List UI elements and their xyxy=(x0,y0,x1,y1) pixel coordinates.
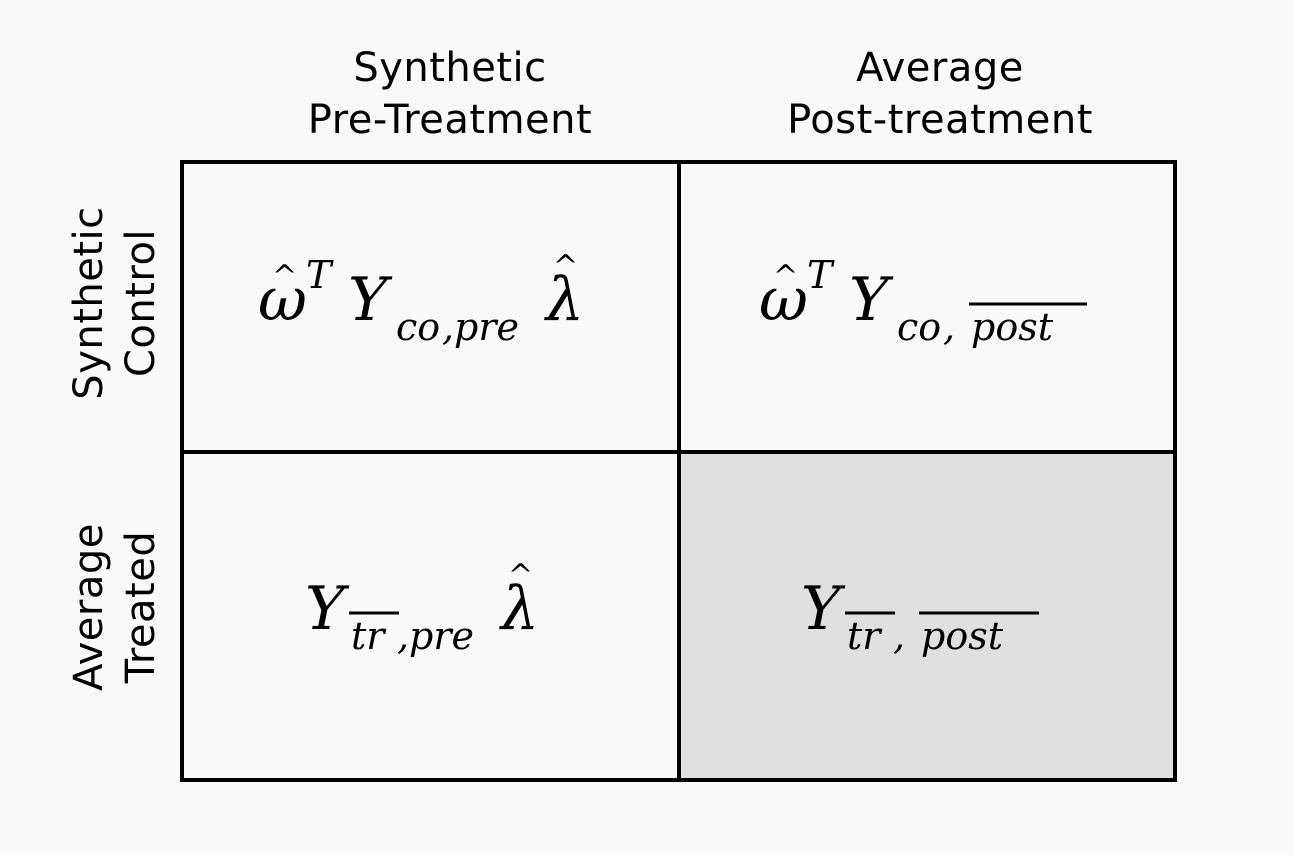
row-header-average-treated: Average Treated xyxy=(63,457,173,757)
row-header-synthetic-control: Synthetic Control xyxy=(63,153,173,453)
hat-accent: ^ xyxy=(508,558,533,593)
cell-synthetic-control-post-treatment: ω ^ T Y co , post xyxy=(681,164,1173,450)
omega-symbol: ω xyxy=(759,265,808,335)
formula-synthetic-post: ω ^ T Y co , post xyxy=(757,252,1097,362)
subscript-comma: , xyxy=(893,614,905,658)
cell-average-treated-pre-treatment: Y tr , pre λ ^ xyxy=(184,454,677,778)
hat-accent: ^ xyxy=(272,259,297,294)
y-symbol: Y xyxy=(305,574,350,644)
subscript-pre: pre xyxy=(409,614,474,658)
subscript-comma: , xyxy=(442,305,454,349)
subscript-co: co xyxy=(396,305,440,349)
cell-synthetic-control-pre-treatment: ω ^ T Y co , pre λ ^ xyxy=(184,164,677,450)
subscript-tr: tr xyxy=(847,614,883,658)
column-header-line: Pre-Treatment xyxy=(307,97,593,143)
subscript-tr: tr xyxy=(351,614,387,658)
formula-average-post: Y tr , post xyxy=(797,561,1057,671)
transpose-superscript: T xyxy=(306,253,334,297)
omega-symbol: ω xyxy=(258,265,307,335)
column-header-line: Post-treatment xyxy=(787,97,1093,143)
cell-average-treated-post-treatment: Y tr , post xyxy=(681,454,1173,778)
column-header-line: Synthetic xyxy=(353,45,547,91)
subscript-comma: , xyxy=(943,305,955,349)
row-header-line: Control xyxy=(118,228,164,378)
hat-accent: ^ xyxy=(773,259,798,294)
formula-average-pre: Y tr , pre λ ^ xyxy=(301,558,561,671)
subscript-co: co xyxy=(897,305,941,349)
subscript-comma: , xyxy=(397,614,409,658)
estimator-grid: ω ^ T Y co , pre λ ^ ω ^ T Y co , post xyxy=(180,160,1177,782)
subscript-pre: pre xyxy=(454,305,519,349)
row-header-line: Treated xyxy=(118,530,164,684)
row-header-line: Average xyxy=(66,523,112,691)
subscript-post: post xyxy=(921,614,1004,658)
column-header-line: Average xyxy=(856,45,1024,91)
transpose-superscript: T xyxy=(807,253,835,297)
row-header-line: Synthetic xyxy=(66,206,112,400)
y-symbol: Y xyxy=(801,574,846,644)
column-header-synthetic-pre-treatment: Synthetic Pre-Treatment xyxy=(180,42,720,146)
lambda-symbol: λ xyxy=(544,265,584,335)
vertical-divider xyxy=(677,164,681,778)
y-symbol: Y xyxy=(348,265,393,335)
y-symbol: Y xyxy=(849,265,894,335)
horizontal-divider xyxy=(184,450,1173,454)
subscript-post: post xyxy=(971,305,1054,349)
lambda-symbol: λ xyxy=(499,574,539,644)
formula-synthetic-pre: ω ^ T Y co , pre λ ^ xyxy=(256,249,606,362)
hat-accent: ^ xyxy=(553,249,578,284)
column-header-average-post-treatment: Average Post-treatment xyxy=(670,42,1210,146)
